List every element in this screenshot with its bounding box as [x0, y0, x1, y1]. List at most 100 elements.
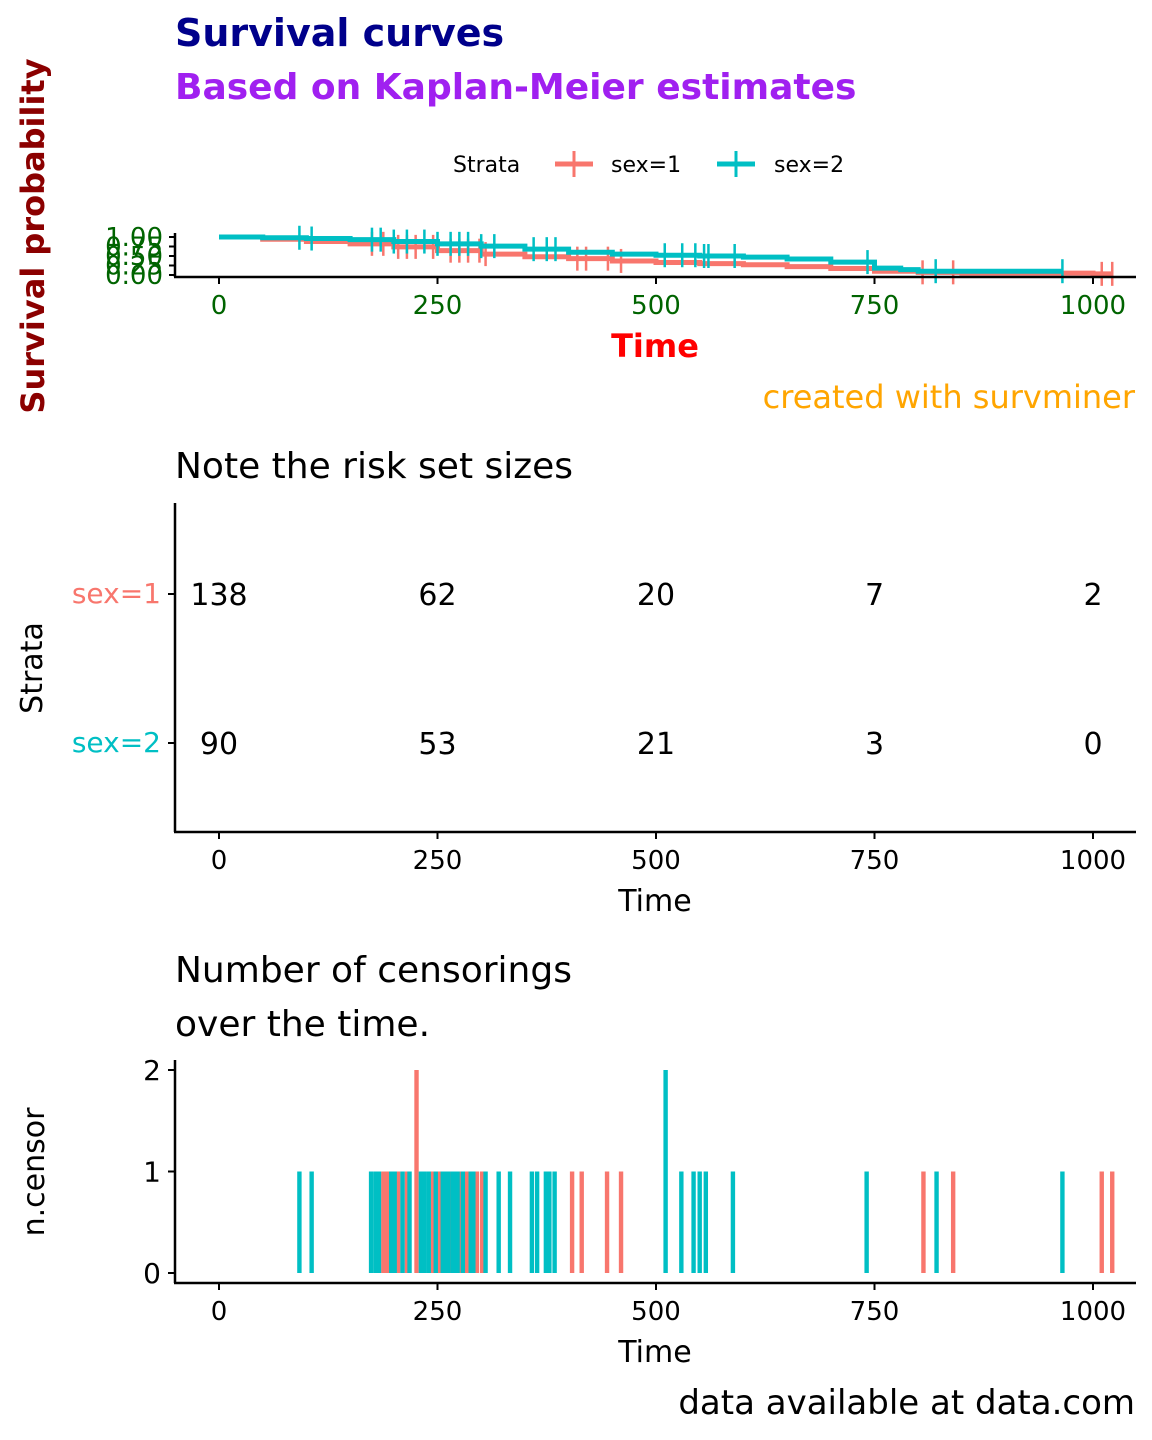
censor-bar	[921, 1171, 926, 1273]
censor-bar	[679, 1171, 684, 1273]
censor-y-tick-label: 0	[143, 1257, 161, 1290]
censor-title-line2: over the time.	[175, 1004, 430, 1045]
censor-bar	[529, 1171, 535, 1273]
legend-key-sex2	[717, 151, 755, 177]
risk-table-x-label: Time	[617, 884, 691, 919]
censor-bar	[864, 1171, 869, 1273]
censor-bar	[618, 1171, 624, 1273]
risk-table-title: Note the risk set sizes	[175, 446, 573, 487]
censor-bar	[1110, 1171, 1115, 1273]
risk-cell: 62	[418, 578, 456, 613]
censor-bar	[547, 1171, 552, 1273]
censor-x-tick-label: 500	[631, 1297, 681, 1327]
risk-cell: 20	[637, 578, 675, 613]
risk-cell: 0	[1083, 727, 1102, 762]
censor-y-tick-label: 2	[143, 1054, 161, 1087]
x-tick-label: 500	[631, 291, 681, 321]
censor-bar	[464, 1171, 469, 1273]
censor-bar	[950, 1171, 956, 1273]
censor-bar	[368, 1171, 374, 1273]
censor-bar	[418, 1171, 424, 1273]
censor-panel: Number of censorings over the time. n.ce…	[17, 950, 1136, 1423]
y-tick-label: 0.50	[105, 242, 163, 272]
censor-bar	[297, 1171, 302, 1273]
censor-bar	[437, 1171, 442, 1273]
censor-bar	[422, 1171, 427, 1273]
censor-bar	[445, 1171, 451, 1273]
censor-bar	[703, 1171, 709, 1273]
censor-bar	[404, 1171, 410, 1273]
risk-cell: 3	[865, 727, 884, 762]
censor-bar	[443, 1171, 448, 1273]
censor-bar	[471, 1171, 476, 1273]
censor-bar	[460, 1171, 466, 1273]
y-axis-label: Survival probability	[14, 58, 52, 413]
censor-bar	[395, 1171, 401, 1273]
x-tick-label: 0	[211, 291, 228, 321]
chart-subtitle: Based on Kaplan-Meier estimates	[175, 67, 856, 108]
censor-bar	[400, 1171, 405, 1273]
chart-title: Survival curves	[175, 11, 504, 55]
censor-bar	[552, 1171, 557, 1273]
censor-bar	[730, 1171, 736, 1273]
censor-bar	[507, 1171, 513, 1273]
risk-x-tick-label: 750	[850, 846, 900, 876]
censor-bar	[496, 1171, 501, 1273]
survival-axes: 0.000.250.500.751.00 0 250 500 750 1000	[105, 223, 1136, 321]
survival-panel: Survival curves Based on Kaplan-Meier es…	[14, 11, 1136, 416]
censor-bar	[691, 1171, 696, 1273]
x-axis-label: Time	[611, 327, 699, 365]
risk-cell: 90	[200, 727, 238, 762]
legend-label-sex1: sex=1	[611, 153, 681, 178]
censor-bar	[458, 1171, 463, 1273]
censor-bar	[479, 1171, 485, 1273]
risk-row-label: sex=2	[72, 726, 161, 759]
censor-x-tick-label: 750	[850, 1297, 900, 1327]
censor-x-label: Time	[617, 1335, 691, 1370]
risk-row-label: sex=1	[72, 577, 161, 610]
risk-x-tick-label: 1000	[1060, 846, 1126, 876]
censor-caption: data available at data.com	[678, 1383, 1135, 1423]
censor-bar	[388, 1171, 394, 1273]
risk-table: sex=1 138 62 20 7 2 sex=2 90 53 21 3 0 0 250 500 750 100…	[72, 503, 1136, 876]
censor-bar	[309, 1171, 314, 1273]
risk-x-tick-label: 500	[631, 846, 681, 876]
censor-bar	[534, 1171, 540, 1273]
chart-caption: created with survminer	[763, 378, 1136, 416]
censor-title-line1: Number of censorings	[175, 950, 572, 991]
censor-bar	[483, 1171, 488, 1273]
legend: Strata sex=1 sex=2	[453, 151, 844, 178]
censor-bars	[297, 1070, 1115, 1273]
censor-bar	[384, 1171, 390, 1273]
censor-bar	[376, 1171, 382, 1273]
risk-cell: 21	[637, 727, 675, 762]
legend-key-sex1	[555, 151, 593, 177]
risk-table-y-label: Strata	[15, 622, 50, 714]
survival-curves	[219, 225, 1114, 286]
risk-table-panel: Note the risk set sizes Strata sex=1 138 6…	[15, 446, 1136, 919]
censor-bar	[1099, 1171, 1104, 1273]
censor-bar	[430, 1171, 436, 1273]
censor-bar	[455, 1171, 460, 1273]
censor-y-label: n.censor	[17, 1107, 52, 1236]
censor-bar	[543, 1171, 549, 1273]
y-tick-label: 0.75	[105, 233, 163, 263]
x-tick-label: 1000	[1060, 291, 1126, 321]
risk-x-tick-label: 250	[413, 846, 463, 876]
censor-bar	[426, 1171, 431, 1273]
censor-y-tick-label: 1	[143, 1156, 161, 1189]
survival-curve-sex2	[219, 234, 1063, 274]
censor-bar	[433, 1171, 438, 1273]
censor-bar	[934, 1171, 939, 1273]
censor-bar	[440, 1171, 445, 1273]
risk-cell: 7	[865, 578, 884, 613]
legend-label-sex2: sex=2	[774, 153, 844, 178]
censor-bar	[450, 1171, 455, 1273]
risk-x-tick-label: 0	[211, 846, 228, 876]
y-tick-label: 0.25	[105, 252, 163, 282]
risk-cell: 53	[418, 727, 456, 762]
risk-cell: 2	[1083, 578, 1102, 613]
y-tick-label: 0.00	[105, 261, 163, 291]
x-tick-label: 250	[413, 291, 463, 321]
